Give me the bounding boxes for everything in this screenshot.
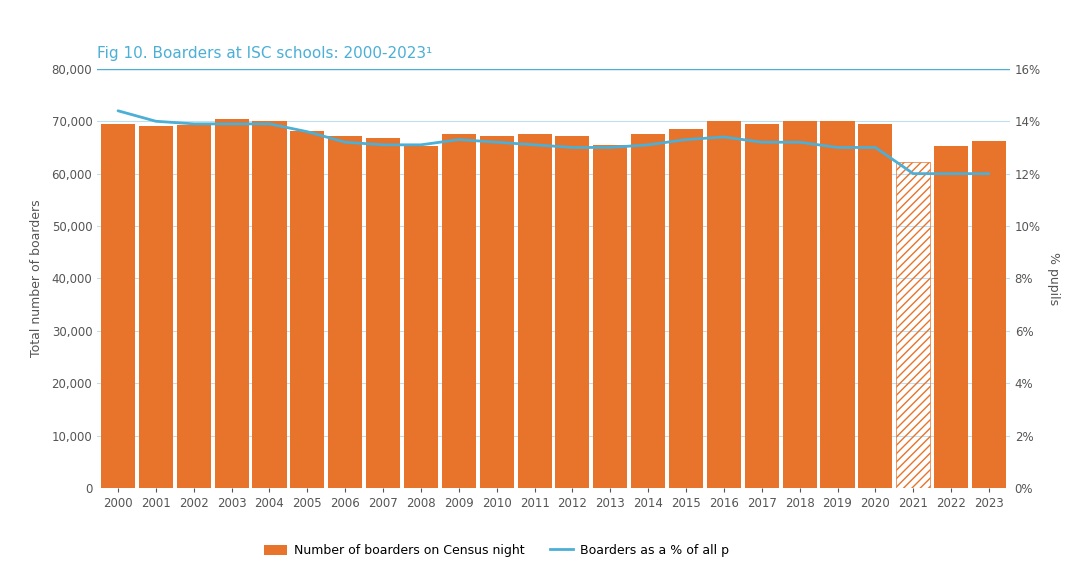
Bar bbox=[328, 136, 362, 488]
Bar bbox=[934, 146, 968, 488]
Bar bbox=[480, 136, 514, 488]
Bar bbox=[253, 121, 286, 488]
Bar bbox=[555, 136, 590, 488]
Bar bbox=[631, 134, 665, 488]
Y-axis label: Total number of boarders: Total number of boarders bbox=[30, 200, 43, 357]
Bar bbox=[102, 124, 135, 488]
Bar bbox=[291, 131, 324, 488]
Bar bbox=[139, 126, 173, 488]
Legend: Number of boarders on Census night, Boarders as a % of all p: Number of boarders on Census night, Boar… bbox=[259, 539, 734, 562]
Bar bbox=[517, 134, 552, 488]
Bar bbox=[821, 121, 854, 488]
Bar bbox=[215, 119, 248, 488]
Bar bbox=[859, 124, 892, 488]
Bar bbox=[783, 121, 816, 488]
Bar bbox=[593, 145, 627, 488]
Text: Fig 10. Boarders at ISC schools: 2000-2023¹: Fig 10. Boarders at ISC schools: 2000-20… bbox=[97, 46, 432, 61]
Bar bbox=[896, 162, 930, 488]
Bar bbox=[669, 129, 703, 488]
Bar bbox=[177, 126, 211, 488]
Y-axis label: % pupils: % pupils bbox=[1048, 252, 1061, 305]
Bar bbox=[366, 138, 400, 488]
Bar bbox=[442, 134, 476, 488]
Bar bbox=[404, 146, 438, 488]
Bar bbox=[972, 141, 1005, 488]
Bar bbox=[745, 124, 779, 488]
Bar bbox=[707, 121, 741, 488]
